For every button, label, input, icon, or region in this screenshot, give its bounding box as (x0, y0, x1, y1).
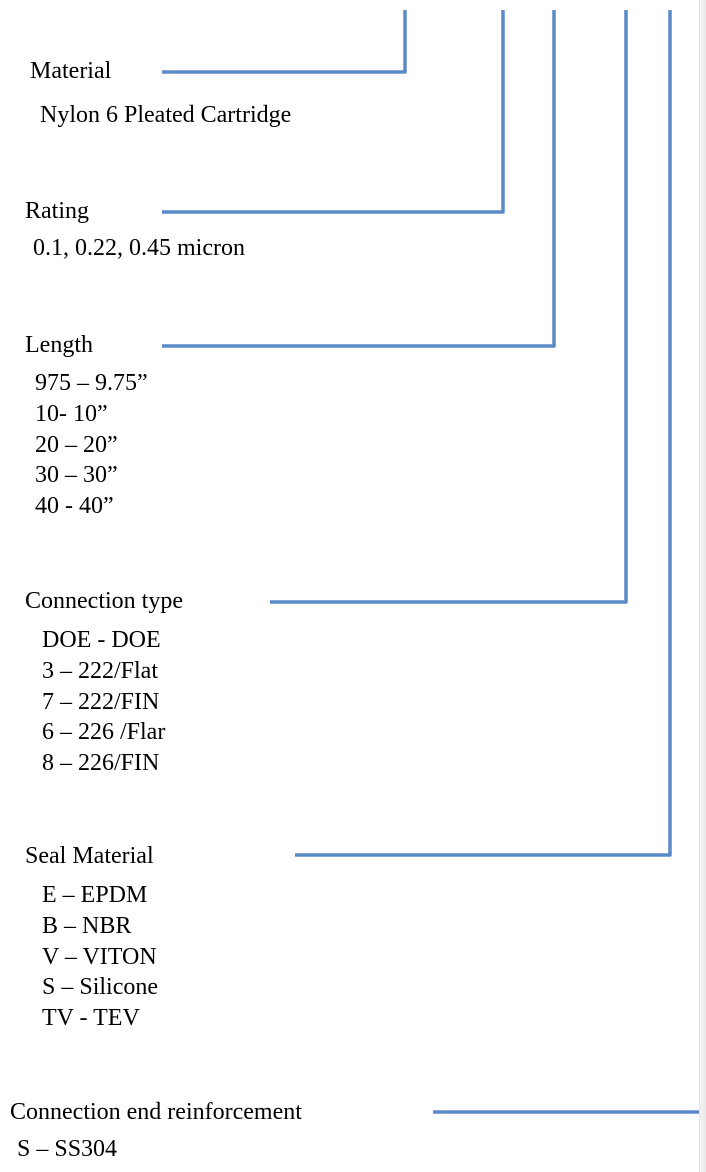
connection-type-connector (270, 10, 628, 604)
connection-end-reinforcement-option: S – SS304 (17, 1136, 118, 1162)
length-option: 40 - 40” (35, 493, 114, 520)
seal-material-option: V – VITON (42, 943, 157, 970)
connection-end-reinforcement-options: S – SS304 (17, 1134, 117, 1165)
connection-type-option: 3 – 222/Flat (42, 657, 159, 684)
rating-options: 0.1, 0.22, 0.45 micron (33, 233, 245, 264)
connection-type-label: Connection type (25, 588, 183, 614)
length-option: 975 – 9.75” (35, 370, 148, 396)
length-options: 975 – 9.75” 10- 10” 20 – 20” 30 – 30” 40… (35, 368, 148, 522)
connection-end-reinforcement-label: Connection end reinforcement (10, 1099, 302, 1125)
rating-label: Rating (25, 198, 89, 224)
material-options: Nylon 6 Pleated Cartridge (40, 100, 291, 131)
material-connector (162, 10, 407, 74)
length-option: 30 – 30” (35, 462, 118, 489)
seal-material-options: E – EPDM B – NBR V – VITON S – Silicone … (42, 880, 158, 1034)
seal-material-connector (295, 10, 672, 857)
seal-material-option: S – Silicone (42, 974, 159, 1001)
seal-material-option: TV - TEV (42, 1005, 140, 1032)
connection-type-option: DOE - DOE (42, 627, 161, 653)
material-option: Nylon 6 Pleated Cartridge (40, 102, 292, 128)
rating-connector (162, 10, 505, 214)
material-label: Material (30, 58, 112, 84)
seal-material-option: B – NBR (42, 912, 132, 939)
length-connector (162, 10, 556, 348)
length-option: 10- 10” (35, 400, 108, 427)
page-edge (699, 0, 706, 1172)
connection-type-option: 8 – 226/FIN (42, 750, 160, 777)
connection-type-options: DOE - DOE 3 – 222/Flat 7 – 222/FIN 6 – 2… (42, 625, 165, 779)
seal-material-option: E – EPDM (42, 882, 148, 908)
length-label: Length (25, 332, 93, 358)
connection-type-option: 7 – 222/FIN (42, 688, 160, 715)
length-option: 20 – 20” (35, 431, 118, 458)
connection-type-option: 6 – 226 /Flar (42, 719, 166, 746)
rating-option: 0.1, 0.22, 0.45 micron (33, 235, 245, 261)
seal-material-label: Seal Material (25, 843, 154, 869)
